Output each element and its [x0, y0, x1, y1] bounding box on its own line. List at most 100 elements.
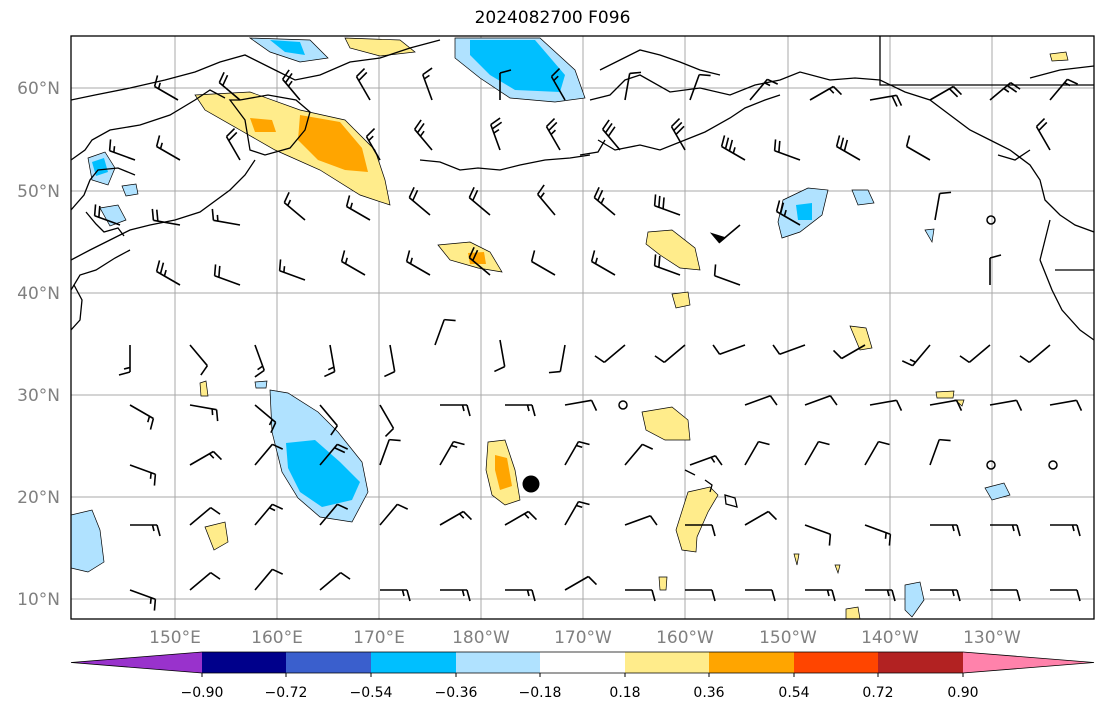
anomaly-shading: [71, 37, 1069, 619]
wind-barb: [564, 500, 590, 526]
wind-barb: [773, 139, 801, 161]
wind-barb: [379, 404, 395, 438]
wind-barb: [990, 524, 1021, 537]
wind-barb: [804, 440, 830, 466]
wind-barb: [624, 71, 642, 101]
wind-barb: [189, 571, 221, 591]
colorbar-segment: [286, 652, 371, 673]
wind-barb: [744, 510, 778, 526]
wind-barb: [384, 344, 396, 378]
wind-barb: [713, 264, 741, 286]
wind-barb: [744, 440, 770, 466]
wind-barb: [804, 395, 838, 406]
wind-barbs: [93, 67, 1083, 611]
wind-barb: [108, 139, 136, 161]
colorbar-segment: [371, 652, 456, 673]
wind-barb: [505, 589, 536, 602]
wind-barb: [468, 246, 491, 276]
wind-barb: [709, 224, 741, 244]
wind-barb: [93, 204, 121, 226]
colorbar-tick-label: −0.54: [350, 685, 393, 701]
wind-barb: [775, 200, 801, 226]
wind-barb: [129, 404, 155, 430]
colorbar-segment: [709, 652, 794, 673]
wind-barb: [670, 117, 686, 151]
wind-barb: [593, 186, 616, 216]
lat-label: 10°N: [17, 590, 60, 610]
wind-barb: [504, 510, 538, 526]
lon-label: 130°W: [963, 628, 1021, 648]
wind-barb: [689, 73, 711, 101]
colorbar-segment: [540, 652, 625, 673]
wind-barb: [624, 515, 658, 526]
latitude-labels: 10°N 20°N 30°N 40°N 50°N 60°N: [17, 79, 60, 610]
colorbar-segment: [625, 652, 709, 673]
wind-barb: [624, 443, 654, 466]
colorbar-tick-label: 0.18: [609, 685, 640, 701]
wind-barb: [319, 503, 349, 526]
wind-barb: [809, 85, 843, 101]
wind-barb: [254, 503, 284, 526]
colorbar-tick-label: 0.72: [862, 685, 893, 701]
wind-barb: [564, 399, 598, 411]
lat-label: 30°N: [17, 386, 60, 406]
wind-barb: [1049, 78, 1079, 101]
wind-barb: [564, 440, 590, 466]
wind-barb: [499, 69, 512, 100]
wind-barb: [118, 345, 131, 376]
plot-frame: [70, 35, 1095, 620]
wind-barb: [440, 589, 471, 602]
colorbar-tick-label: −0.72: [265, 685, 308, 701]
wind-barb: [550, 67, 566, 101]
wind-barb: [1049, 399, 1083, 411]
wind-barb: [564, 575, 598, 591]
wind-barb: [530, 250, 556, 276]
wind-barb: [155, 260, 181, 286]
colorbar-tick-label: 0.36: [693, 685, 724, 701]
wind-barb: [989, 254, 1002, 285]
wind-barb: [413, 119, 433, 151]
lon-label: 150°W: [759, 628, 817, 648]
wind-barb: [685, 524, 716, 537]
wind-barb: [408, 186, 431, 216]
wind-barb: [625, 589, 656, 602]
wind-barb: [1019, 344, 1051, 364]
colorbar-segment: [71, 652, 202, 673]
wind-barb: [254, 404, 277, 434]
wind-barb: [319, 571, 351, 591]
wind-barb: [434, 318, 456, 346]
wind-barb: [254, 344, 265, 378]
wind-barb: [653, 194, 681, 216]
wind-barb: [1050, 524, 1081, 537]
wind-barb: [379, 503, 409, 526]
wind-barb: [929, 399, 963, 411]
wind-barb: [440, 404, 471, 417]
wind-barb: [213, 264, 241, 286]
wind-barb: [319, 404, 339, 436]
wind-barb: [153, 75, 179, 101]
lon-label: 160°W: [656, 628, 714, 648]
wind-barb: [601, 119, 621, 151]
wind-barb: [685, 589, 716, 602]
map-title: 2024082700 F096: [474, 8, 631, 28]
wind-barb: [281, 69, 301, 101]
wind-barb: [901, 344, 931, 367]
wind-barb: [689, 455, 723, 466]
wind-barb: [189, 506, 221, 526]
wind-barb: [422, 67, 433, 101]
wind-barb: [864, 524, 892, 546]
wind-barb: [490, 117, 503, 151]
wind-barb: [934, 191, 952, 221]
colorbar-tick-label: 0.90: [947, 685, 978, 701]
wind-barb: [254, 568, 284, 591]
wind-barb: [278, 259, 306, 281]
wind-barb: [548, 344, 566, 374]
wind-barb: [355, 67, 371, 101]
wind-barb: [905, 135, 931, 161]
calm-wind-markers: [618, 215, 1058, 470]
wind-barb: [283, 191, 306, 221]
wind-barb: [805, 589, 836, 602]
wind-barb: [189, 450, 223, 466]
longitude-labels: 150°E 160°E 170°E 180°W 170°W 160°W 150°…: [149, 628, 1021, 648]
